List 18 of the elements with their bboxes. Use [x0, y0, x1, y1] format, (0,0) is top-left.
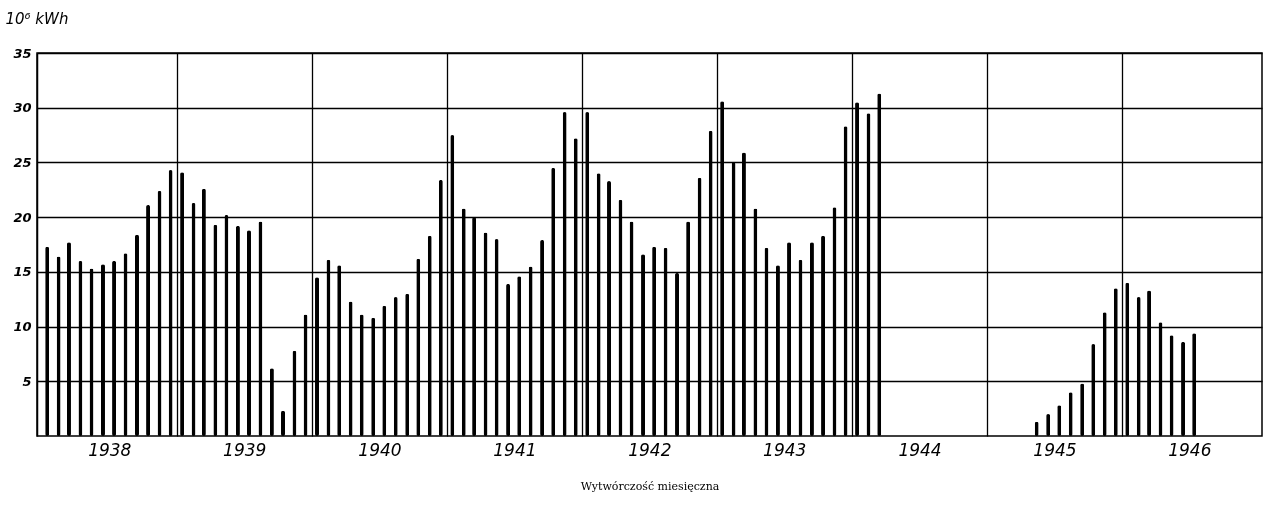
x-tick-label: 1943: [763, 439, 807, 460]
x-tick-label: 1939: [223, 439, 267, 460]
y-tick-label: 10: [13, 319, 32, 335]
x-tick-label: 1940: [358, 439, 402, 460]
y-tick-label: 30: [13, 100, 32, 116]
x-tick-label: 1941: [493, 439, 537, 460]
x-axis-title: Wytwórczość miesięczna: [580, 479, 720, 493]
x-tick-label: 1938: [88, 439, 132, 460]
x-tick-label: 1944: [898, 439, 942, 460]
y-tick-label: 5: [22, 373, 32, 389]
y-axis-title: 10⁶ kWh: [5, 9, 69, 28]
x-tick-label: 1945: [1033, 439, 1077, 460]
y-tick-label: 15: [13, 264, 32, 280]
y-tick-label: 35: [13, 45, 32, 61]
y-tick-label: 25: [13, 154, 32, 170]
x-tick-label: 1946: [1168, 439, 1212, 460]
y-tick-label: 20: [13, 209, 32, 225]
x-tick-label: 1942: [628, 439, 672, 460]
